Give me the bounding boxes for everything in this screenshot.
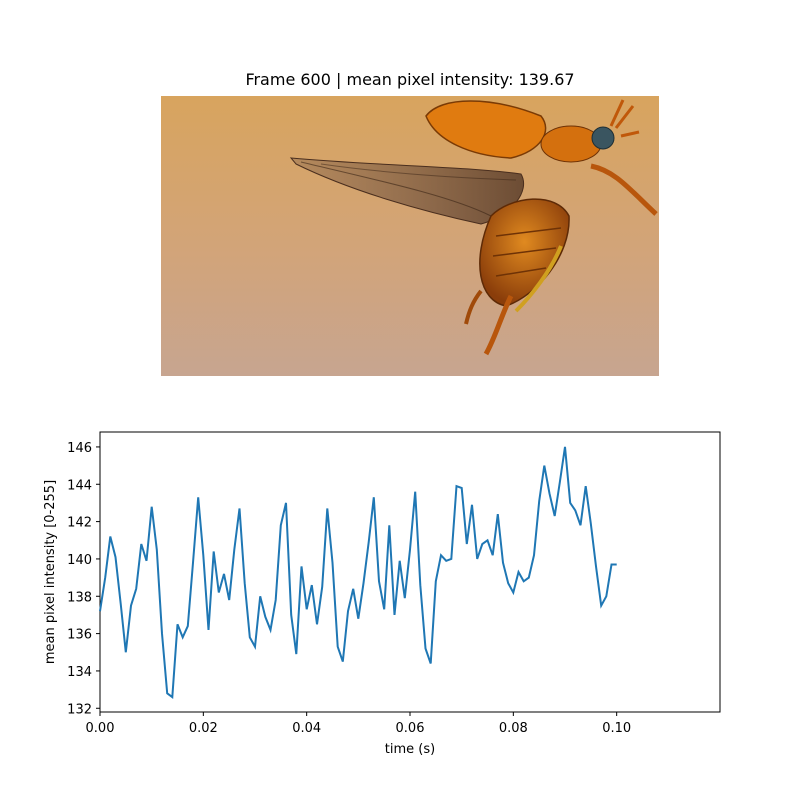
x-tick-label: 0.00	[86, 721, 115, 736]
intensity-line	[99, 446, 617, 699]
x-tick-label: 0.04	[292, 721, 321, 736]
beetle-wing	[289, 157, 525, 225]
beetle-photo	[161, 96, 659, 376]
y-tick-label: 136	[67, 628, 92, 643]
beetle-front-leg	[590, 163, 658, 216]
y-axis-label: mean pixel intensity [0-255]	[43, 480, 58, 664]
x-axis: 0.00 0.02 0.04 0.06 0.08 0.10	[86, 712, 631, 736]
x-tick-label: 0.08	[499, 721, 528, 736]
x-tick-label: 0.10	[602, 721, 631, 736]
x-axis-label: time (s)	[385, 742, 435, 757]
beetle-rear-leg	[483, 294, 514, 356]
beetle-head	[591, 126, 615, 150]
y-tick-label: 142	[67, 516, 92, 531]
y-tick-label: 146	[67, 441, 92, 456]
y-tick-label: 144	[67, 478, 92, 493]
y-tick-label: 138	[67, 590, 92, 605]
x-tick-label: 0.02	[189, 721, 218, 736]
x-tick-label: 0.06	[396, 721, 425, 736]
y-axis: 132 134 136 138 140 142 144 146	[67, 441, 100, 717]
y-tick-label: 134	[67, 665, 92, 680]
y-tick-label: 140	[67, 553, 92, 568]
plot-area	[99, 431, 721, 713]
frame-title: Frame 600 | mean pixel intensity: 139.67	[245, 70, 575, 89]
y-tick-label: 132	[67, 702, 92, 717]
